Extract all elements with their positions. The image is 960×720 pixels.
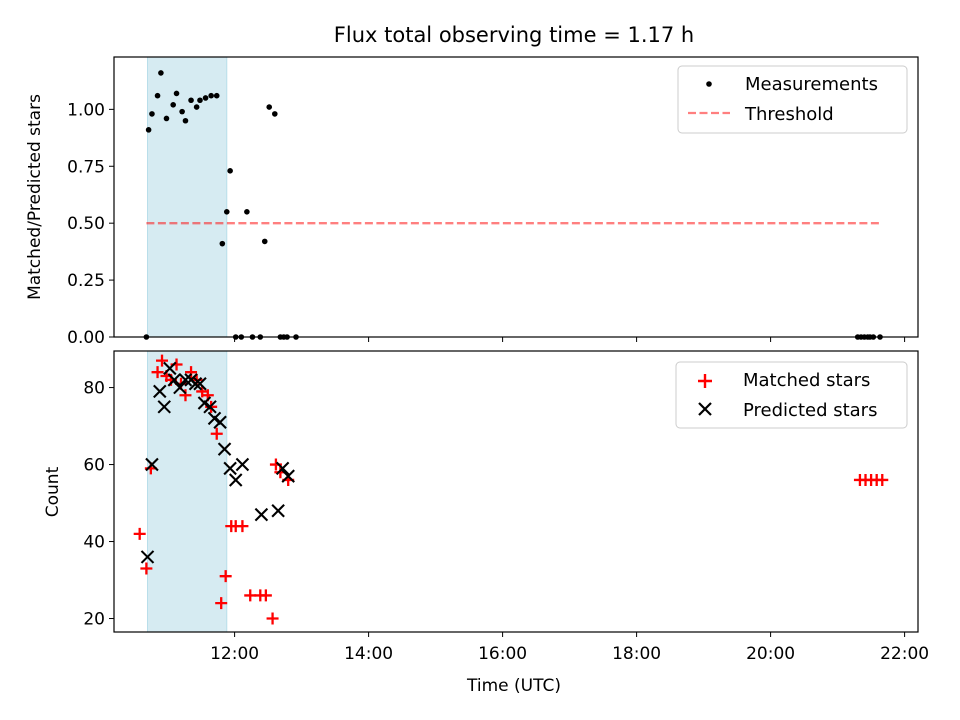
measurement-point: [202, 95, 209, 101]
measurement-point: [208, 92, 214, 99]
top-y-tick-label: 0.25: [67, 271, 105, 291]
measurement-point: [227, 168, 233, 174]
predicted-star-point: [178, 373, 193, 387]
legend-matched-marker: [698, 374, 712, 388]
measurement-point: [163, 115, 170, 122]
measurement-point: [188, 97, 194, 104]
legend-matched-label: Matched stars: [743, 370, 870, 391]
predicted-star-point: [281, 469, 295, 483]
x-tick-label: 18:00: [612, 644, 661, 664]
measurement-point: [193, 104, 200, 110]
chart-title: Flux total observing time = 1.17 h: [334, 23, 694, 47]
measurement-point: [213, 92, 220, 99]
measurement-point: [182, 117, 189, 124]
predicted-star-point: [153, 384, 167, 399]
bottom-y-tick-label: 40: [83, 533, 105, 553]
measurement-point: [154, 92, 161, 99]
matched-star-point: [151, 366, 164, 379]
top-legend: Measurements Threshold: [677, 65, 908, 134]
top-y-tick-label: 1.00: [67, 100, 105, 120]
x-tick-label: 16:00: [478, 644, 527, 664]
matched-star-point: [259, 589, 272, 602]
bottom-panel: 12:00 14:00 16:00 18:00 20:00 22:00 20406080 …: [43, 350, 929, 696]
x-tick-label: 14:00: [344, 644, 393, 664]
bottom-legend-box: [675, 361, 908, 429]
legend-predicted-marker: [698, 402, 712, 416]
top-legend-box: [677, 65, 908, 134]
x-axis-label: Time (UTC): [466, 676, 561, 696]
legend-threshold-label: Threshold: [744, 104, 834, 125]
bottom-y-tick-label: 60: [83, 456, 105, 476]
x-tick-label: 12:00: [210, 644, 259, 664]
predicted-star-point: [193, 376, 207, 391]
matched-star-point: [179, 389, 192, 402]
top-y-axis-label: Matched/Predicted stars: [25, 94, 45, 300]
legend-measurements-marker: [706, 81, 712, 87]
measurement-point: [261, 238, 268, 245]
predicted-star-point: [235, 457, 250, 472]
predicted-star-point: [223, 461, 237, 476]
legend-predicted-label: Predicted stars: [743, 400, 877, 421]
matched-star-point: [219, 570, 232, 583]
measurement-point: [149, 111, 155, 117]
legend-measurements-label: Measurements: [745, 74, 878, 95]
bottom-y-tick-label: 80: [83, 379, 105, 399]
bottom-y-tick-label: 20: [83, 610, 105, 630]
matched-star-point: [244, 589, 257, 602]
predicted-star-point: [203, 400, 217, 414]
matched-star-point: [215, 597, 228, 610]
measurement-point: [223, 208, 230, 215]
top-y-tick-label: 0.50: [67, 214, 105, 234]
predicted-star-point: [167, 373, 182, 387]
top-axes-frame: [113, 56, 919, 338]
measurement-point: [173, 90, 180, 97]
measurement-point: [266, 104, 273, 110]
predicted-star-point: [163, 361, 177, 376]
measurement-point: [179, 108, 185, 115]
matched-star-point: [266, 612, 279, 625]
measurement-point: [158, 70, 164, 76]
bottom-x-ticks: 12:00 14:00 16:00 18:00 20:00 22:00: [210, 632, 929, 664]
top-y-ticks: 0.00 0.25 0.50 0.75 1.00: [67, 100, 114, 348]
matched-star-point: [236, 520, 249, 533]
top-y-tick-label: 0.00: [67, 328, 105, 348]
top-marks: [143, 70, 883, 340]
x-tick-label: 22:00: [880, 644, 929, 664]
top-x-ticks: [234, 337, 906, 342]
measurement-point: [170, 102, 176, 108]
predicted-star-point: [145, 457, 159, 472]
matched-star-point: [210, 427, 223, 440]
matched-star-point: [156, 354, 169, 367]
predicted-star-point: [173, 380, 187, 395]
predicted-star-point: [254, 507, 269, 522]
bottom-legend: Matched stars Predicted stars: [675, 361, 908, 429]
matched-star-point: [140, 562, 153, 575]
bottom-y-axis-label: Count: [43, 466, 63, 517]
predicted-star-point: [213, 415, 227, 429]
bottom-marks: [133, 354, 889, 625]
measurement-point: [219, 240, 226, 247]
matched-star-point: [133, 527, 146, 540]
measurement-point: [145, 127, 152, 133]
predicted-star-point: [275, 461, 290, 476]
predicted-star-point: [228, 473, 243, 487]
predicted-star-point: [140, 550, 155, 564]
predicted-star-point: [271, 504, 285, 518]
bottom-y-ticks: 20 40 60 80: [83, 379, 114, 630]
matched-star-point: [876, 473, 889, 486]
bottom-axes-frame: [113, 350, 919, 633]
predicted-star-point: [217, 442, 232, 456]
measurement-point: [244, 208, 250, 215]
bottom-highlight-band: [147, 350, 228, 633]
top-highlight-band: [147, 56, 228, 338]
measurement-point: [272, 111, 278, 117]
matched-star-point: [185, 366, 198, 379]
top-panel: 0.00 0.25 0.50 0.75 1.00 Matched/Predicted s…: [25, 56, 919, 348]
predicted-star-point: [157, 400, 171, 414]
measurement-point: [197, 97, 203, 104]
top-y-tick-label: 0.75: [67, 157, 105, 177]
x-tick-label: 20:00: [746, 644, 795, 664]
predicted-star-point: [188, 376, 203, 391]
